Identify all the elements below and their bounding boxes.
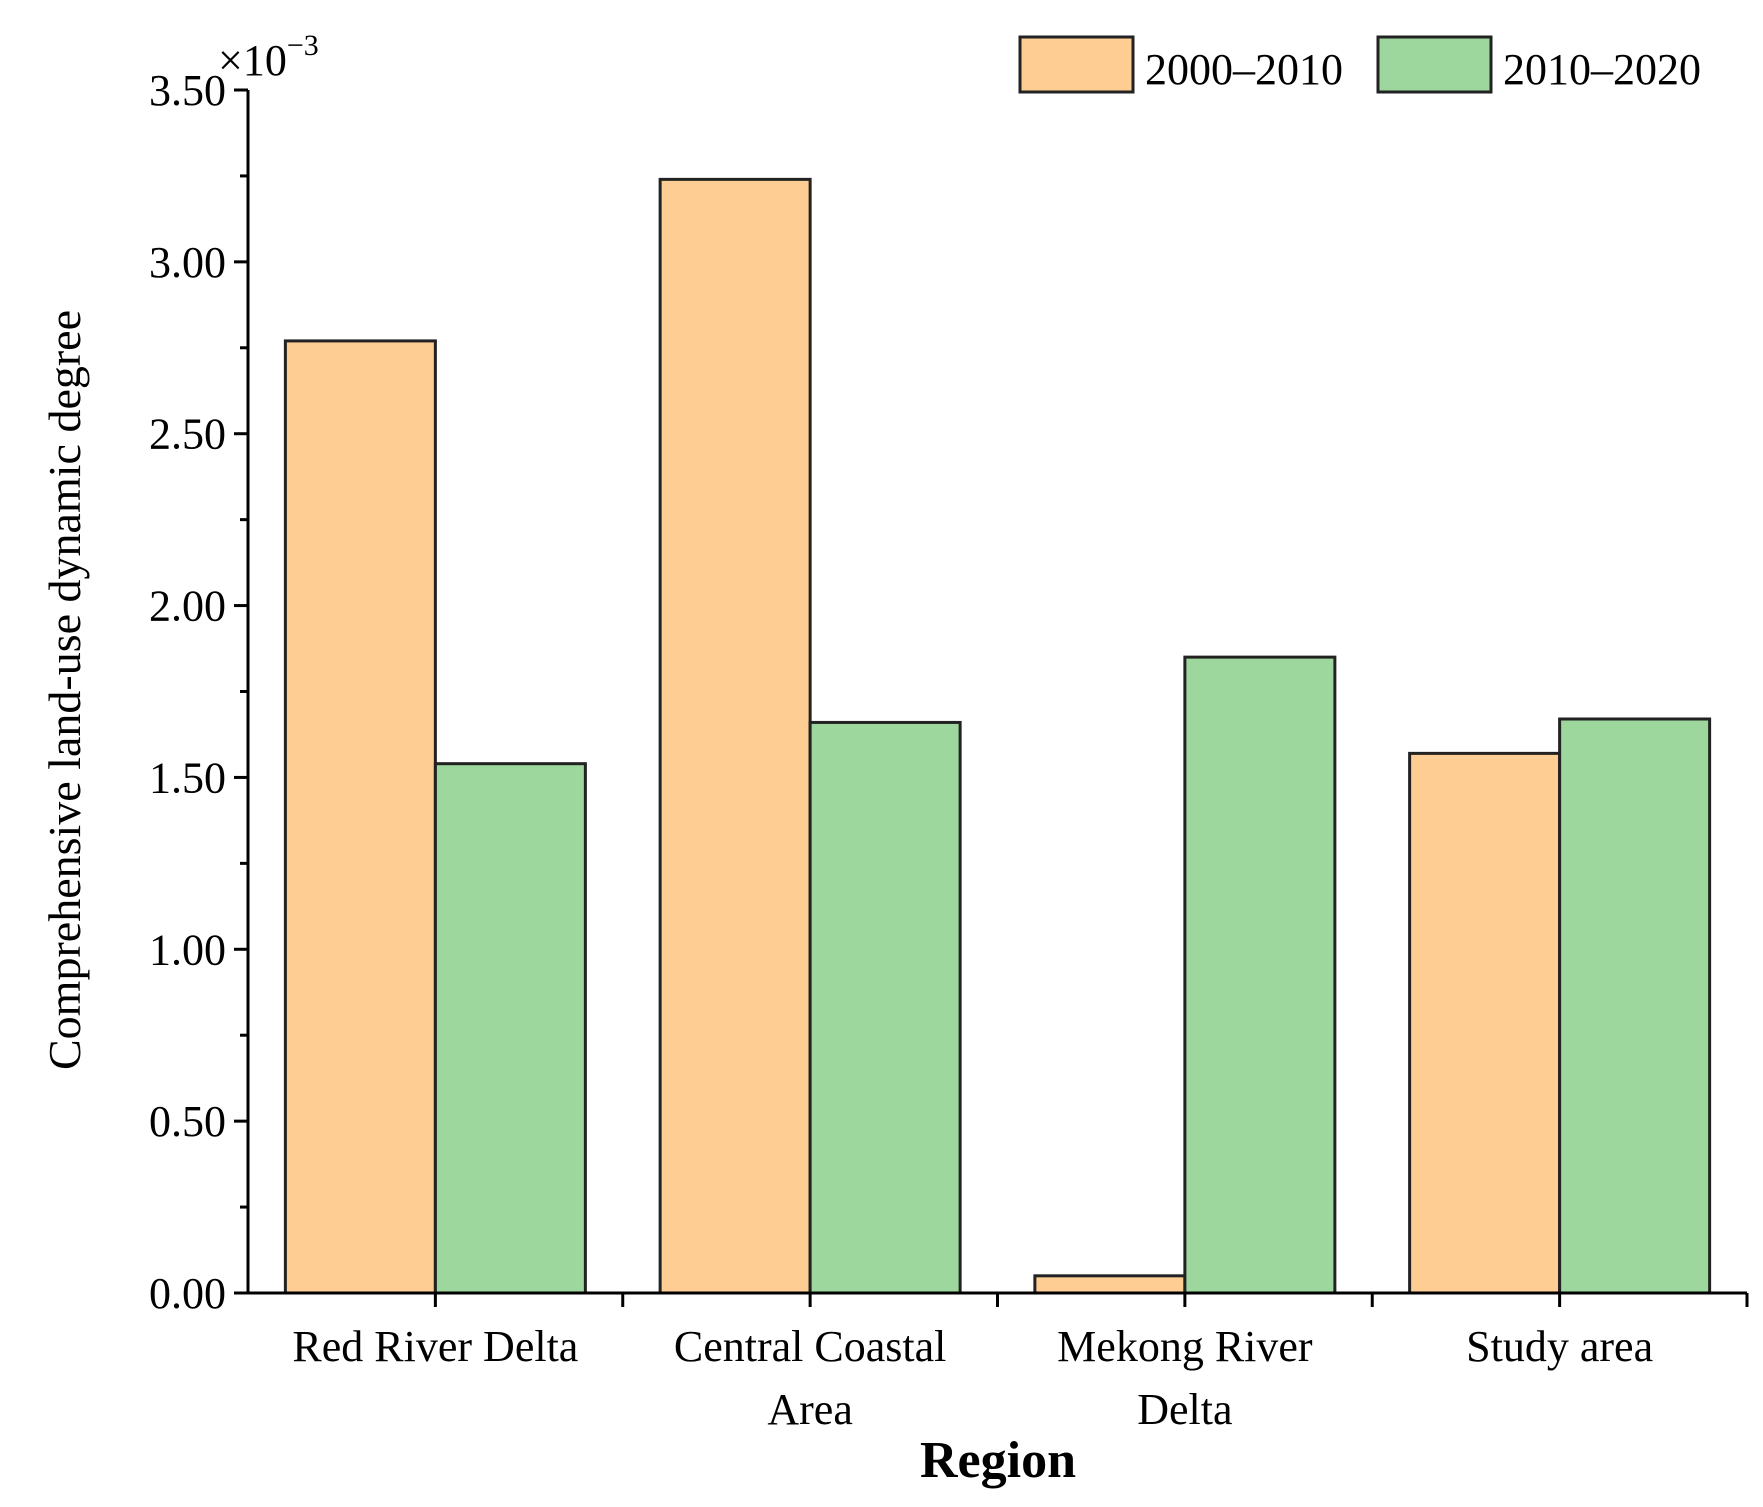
y-axis-multiplier: ×10−3	[218, 29, 319, 85]
x-axis-title: Region	[920, 1432, 1076, 1489]
x-category-label-line: Mekong River	[1057, 1322, 1313, 1371]
bar-series1	[1033, 1274, 1187, 1295]
y-tick-label: 3.50	[149, 66, 226, 115]
legend: 2000–2010 2010–2020	[1018, 35, 1701, 94]
bar-series2	[808, 720, 962, 1295]
y-axis-title: Comprehensive land-use dynamic degree	[39, 310, 90, 1070]
multiplier-base: ×10	[218, 36, 287, 85]
y-tick-label: 2.50	[149, 410, 226, 459]
x-category-label-line: Delta	[1137, 1385, 1232, 1434]
y-tick-label: 3.00	[149, 238, 226, 287]
x-category-label: Central Coastal Area	[674, 1322, 947, 1434]
y-tick-label: 0.00	[149, 1269, 226, 1318]
bar-series2	[433, 762, 587, 1295]
x-category-label-line: Red River Delta	[292, 1322, 578, 1371]
x-category-label-line: Area	[767, 1385, 853, 1434]
y-tick-label: 1.00	[149, 925, 226, 974]
y-tick-label: 2.00	[149, 582, 226, 631]
x-category-label: Red River Delta	[292, 1322, 578, 1371]
bars-layer	[283, 177, 1712, 1295]
x-category-label: Mekong River Delta	[1057, 1322, 1313, 1434]
legend-swatch	[1018, 35, 1135, 94]
x-category-label-line: Study area	[1466, 1322, 1653, 1371]
y-ticks: 0.00 0.50 1.00 1.50 2.00 2.50 3.00 3.50	[149, 66, 248, 1318]
x-category-label: Study area	[1466, 1322, 1653, 1371]
bar-series1	[283, 339, 437, 1295]
bar-series1	[658, 177, 812, 1295]
x-ticks: Red River Delta Central Coastal Area Mekong…	[292, 1293, 1749, 1434]
legend-label: 2010–2020	[1503, 45, 1701, 94]
bar-series1	[1408, 751, 1562, 1295]
legend-label: 2000–2010	[1145, 45, 1343, 94]
x-category-label-line: Central Coastal	[674, 1322, 947, 1371]
multiplier-exponent: −3	[287, 29, 319, 62]
y-tick-label: 0.50	[149, 1097, 226, 1146]
legend-swatch	[1376, 35, 1493, 94]
bar-series2	[1558, 717, 1712, 1295]
bar-series2	[1183, 655, 1337, 1295]
y-tick-label: 1.50	[149, 753, 226, 802]
